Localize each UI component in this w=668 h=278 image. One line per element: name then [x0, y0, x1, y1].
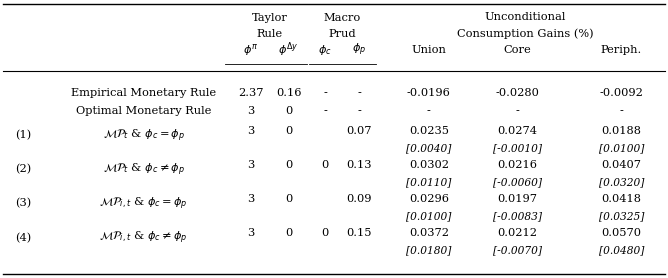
- Text: 0.13: 0.13: [347, 160, 372, 170]
- Text: [0.0480]: [0.0480]: [599, 245, 644, 255]
- Text: 0.0188: 0.0188: [601, 126, 641, 136]
- Text: [0.0100]: [0.0100]: [406, 211, 452, 221]
- Text: Taylor: Taylor: [252, 13, 287, 23]
- Text: [-0.0060]: [-0.0060]: [493, 177, 542, 187]
- Text: 0.0296: 0.0296: [409, 194, 449, 204]
- Text: $\mathcal{MP}_t$ & $\phi_c \neq \phi_p$: $\mathcal{MP}_t$ & $\phi_c \neq \phi_p$: [103, 162, 184, 178]
- Text: [-0.0010]: [-0.0010]: [493, 143, 542, 153]
- Text: [0.0110]: [0.0110]: [406, 177, 452, 187]
- Text: Union: Union: [411, 45, 446, 55]
- Text: $\phi_p$: $\phi_p$: [352, 42, 367, 58]
- Text: -: -: [323, 106, 327, 116]
- Text: 0.0212: 0.0212: [498, 228, 538, 238]
- Text: -: -: [357, 88, 361, 98]
- Text: [0.0320]: [0.0320]: [599, 177, 644, 187]
- Text: Consumption Gains (%): Consumption Gains (%): [457, 29, 593, 39]
- Text: 0: 0: [322, 160, 329, 170]
- Text: 0.0235: 0.0235: [409, 126, 449, 136]
- Text: 3: 3: [247, 194, 254, 204]
- Text: (2): (2): [15, 164, 31, 175]
- Text: 3: 3: [247, 106, 254, 116]
- Text: $\phi^{\Delta y}$: $\phi^{\Delta y}$: [279, 41, 299, 59]
- Text: 0.15: 0.15: [347, 228, 372, 238]
- Text: $\mathcal{MP}_{i,t}$ & $\phi_c \neq \phi_p$: $\mathcal{MP}_{i,t}$ & $\phi_c \neq \phi…: [100, 230, 188, 246]
- Text: -: -: [516, 106, 520, 116]
- Text: (4): (4): [15, 232, 31, 243]
- Text: $\mathcal{MP}_t$ & $\phi_c = \phi_p$: $\mathcal{MP}_t$ & $\phi_c = \phi_p$: [103, 127, 184, 143]
- Text: -: -: [323, 88, 327, 98]
- Text: 0: 0: [285, 160, 292, 170]
- Text: 3: 3: [247, 160, 254, 170]
- Text: 2.37: 2.37: [238, 88, 263, 98]
- Text: 0.0372: 0.0372: [409, 228, 449, 238]
- Text: (1): (1): [15, 130, 31, 141]
- Text: 0.0197: 0.0197: [498, 194, 538, 204]
- Text: [-0.0083]: [-0.0083]: [493, 211, 542, 221]
- Text: 0: 0: [285, 228, 292, 238]
- Text: 0: 0: [322, 228, 329, 238]
- Text: -0.0196: -0.0196: [407, 88, 451, 98]
- Text: 0.0407: 0.0407: [601, 160, 641, 170]
- Text: -: -: [427, 106, 431, 116]
- Text: -: -: [619, 106, 623, 116]
- Text: [0.0325]: [0.0325]: [599, 211, 644, 221]
- Text: 0.16: 0.16: [276, 88, 301, 98]
- Text: 3: 3: [247, 228, 254, 238]
- Text: -0.0280: -0.0280: [496, 88, 540, 98]
- Text: 0.0302: 0.0302: [409, 160, 449, 170]
- Text: -: -: [357, 106, 361, 116]
- Text: [0.0040]: [0.0040]: [406, 143, 452, 153]
- Text: 0: 0: [285, 194, 292, 204]
- Text: 0.0418: 0.0418: [601, 194, 641, 204]
- Text: Core: Core: [504, 45, 532, 55]
- Text: 0.0274: 0.0274: [498, 126, 538, 136]
- Text: [-0.0070]: [-0.0070]: [493, 245, 542, 255]
- Text: [0.0100]: [0.0100]: [599, 143, 644, 153]
- Text: 3: 3: [247, 126, 254, 136]
- Text: -0.0092: -0.0092: [599, 88, 643, 98]
- Text: Empirical Monetary Rule: Empirical Monetary Rule: [71, 88, 216, 98]
- Text: $\phi^{\pi}$: $\phi^{\pi}$: [243, 42, 258, 58]
- Text: 0: 0: [285, 126, 292, 136]
- Text: (3): (3): [15, 198, 31, 209]
- Text: 0.07: 0.07: [347, 126, 372, 136]
- Text: Rule: Rule: [257, 29, 283, 39]
- Text: $\mathcal{MP}_{i,t}$ & $\phi_c = \phi_p$: $\mathcal{MP}_{i,t}$ & $\phi_c = \phi_p$: [100, 195, 188, 212]
- Text: $\phi_c$: $\phi_c$: [319, 43, 332, 57]
- Text: Macro: Macro: [324, 13, 361, 23]
- Text: 0: 0: [285, 106, 292, 116]
- Text: Periph.: Periph.: [601, 45, 642, 55]
- Text: 0.0216: 0.0216: [498, 160, 538, 170]
- Text: 0.0570: 0.0570: [601, 228, 641, 238]
- Text: 0.09: 0.09: [347, 194, 372, 204]
- Text: Optimal Monetary Rule: Optimal Monetary Rule: [76, 106, 211, 116]
- Text: Unconditional: Unconditional: [484, 12, 566, 22]
- Text: [0.0180]: [0.0180]: [406, 245, 452, 255]
- Text: Prud: Prud: [329, 29, 356, 39]
